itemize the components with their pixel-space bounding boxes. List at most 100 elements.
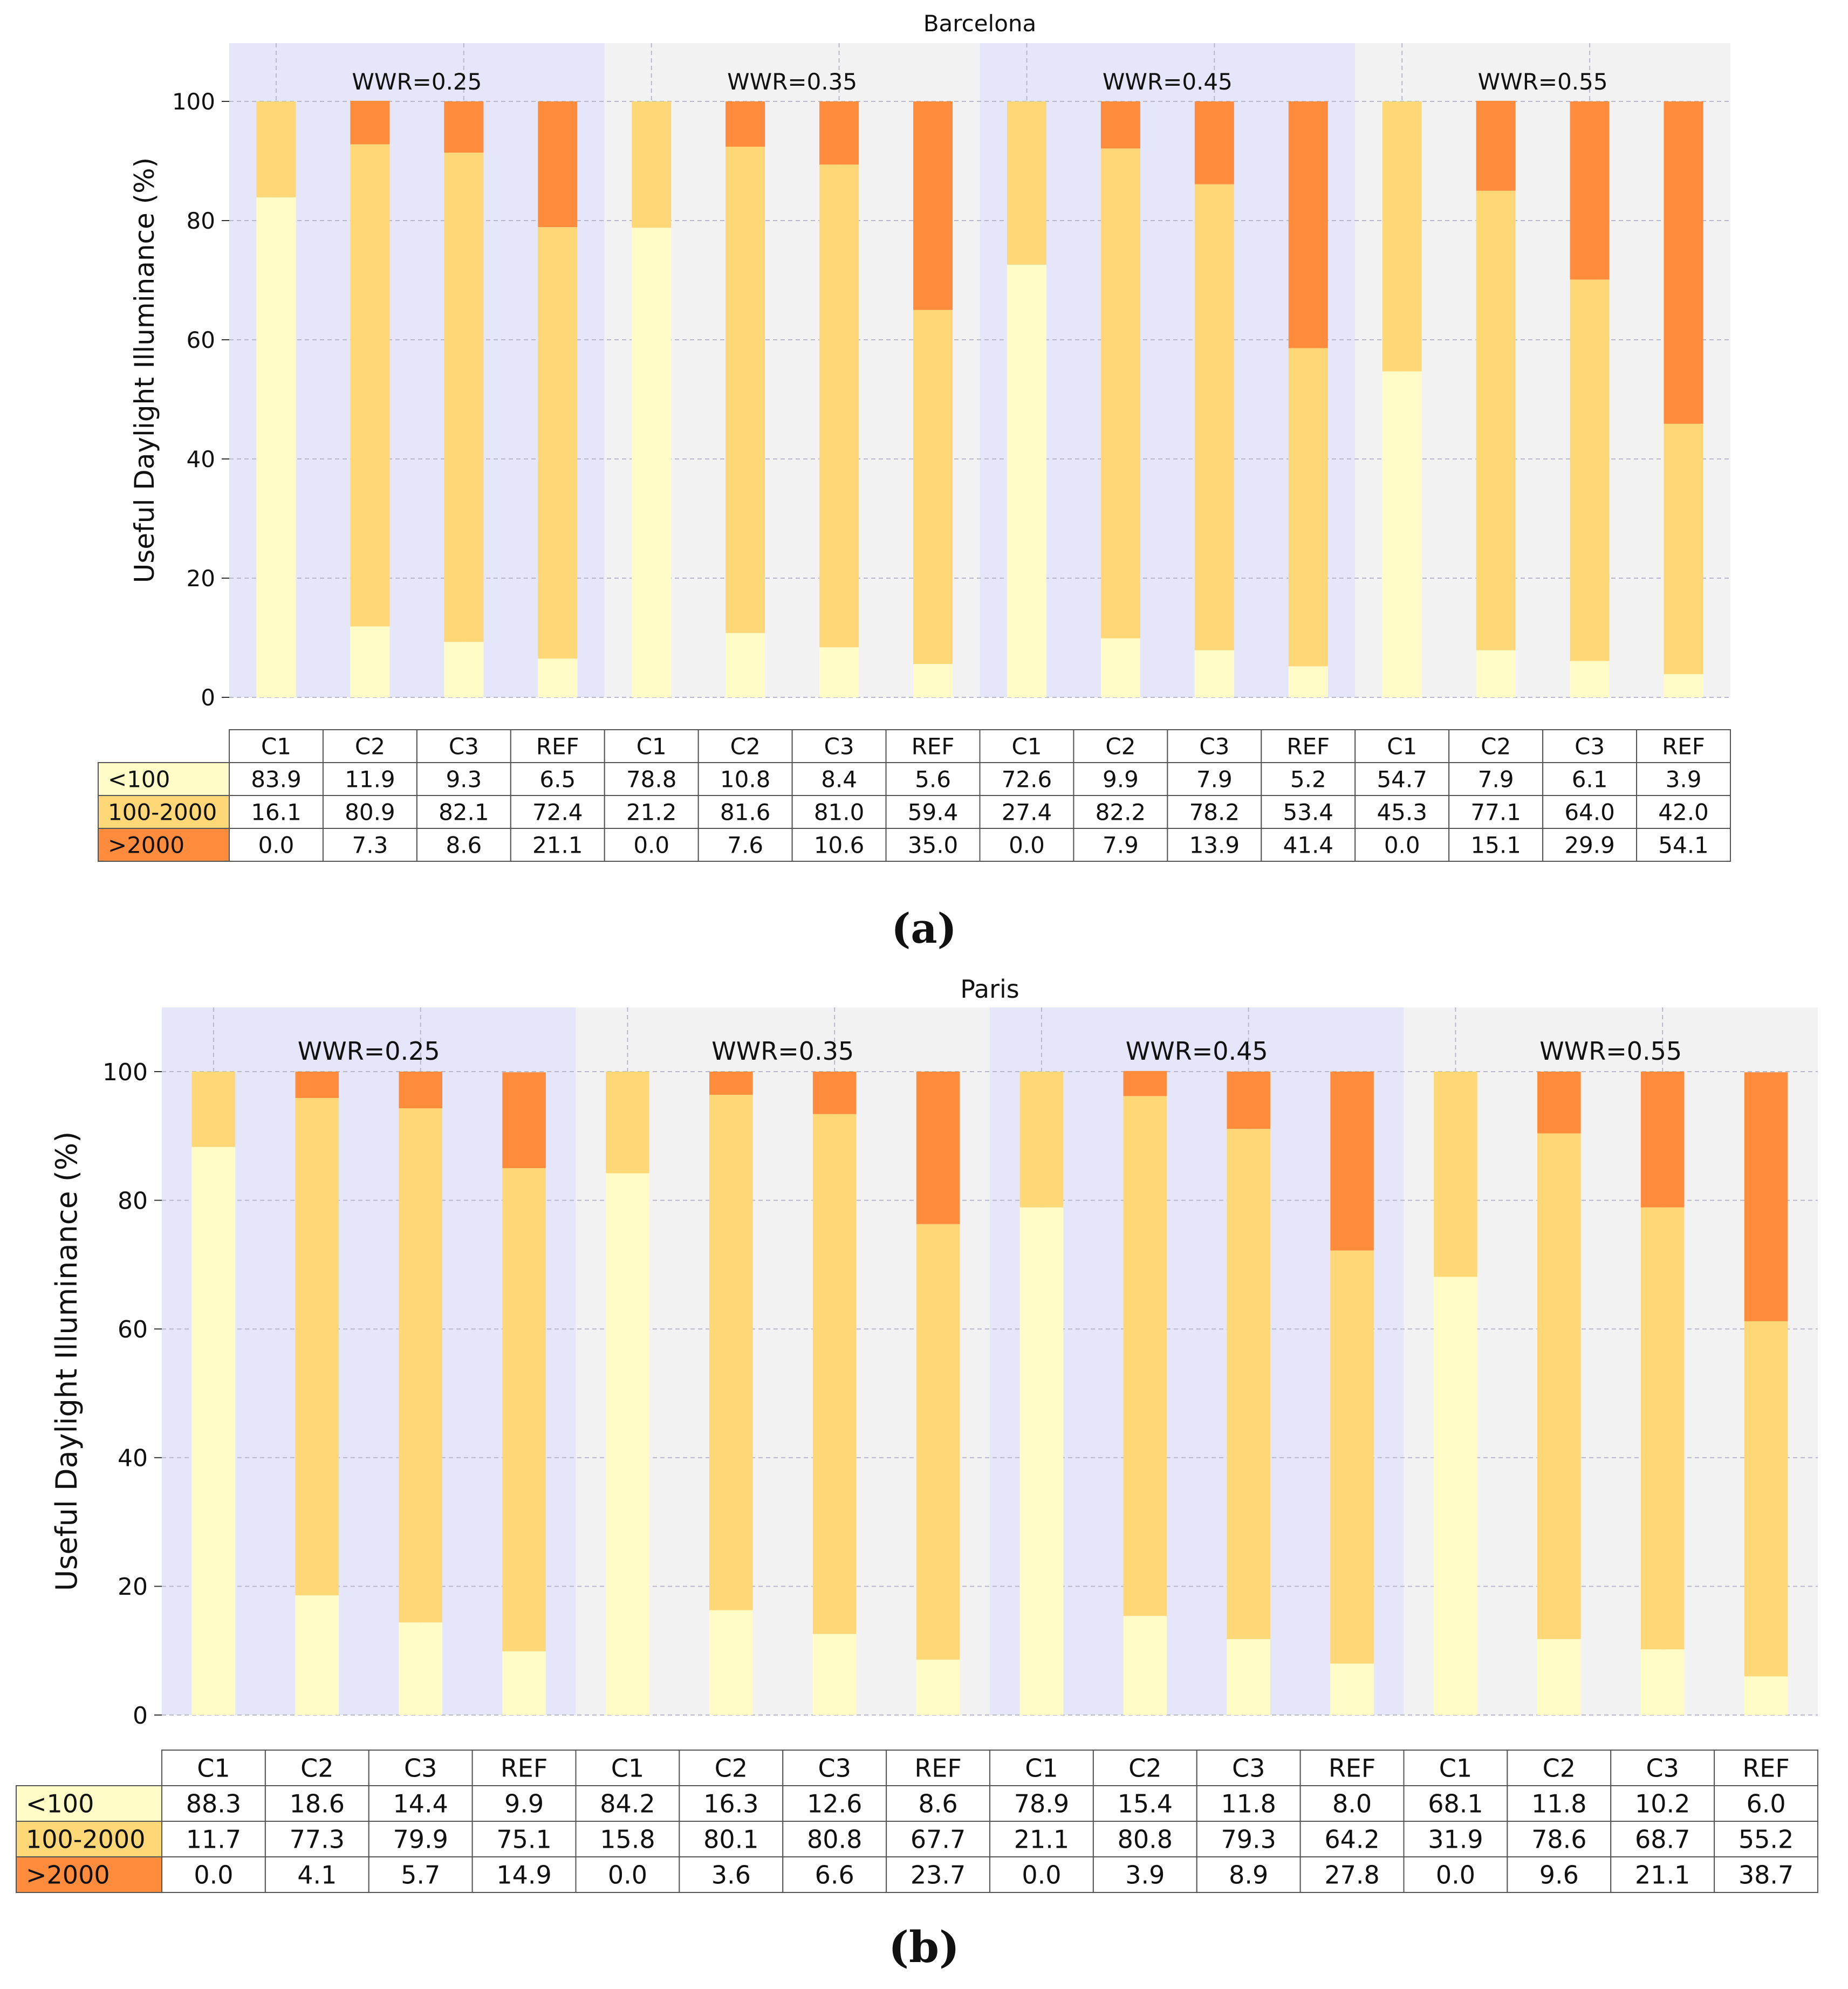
bar-segment	[913, 310, 953, 664]
table-col-header: C3	[1575, 733, 1605, 760]
bar-segment	[444, 153, 484, 642]
table-cell	[1354, 762, 1450, 796]
table-col-header: REF	[1286, 733, 1330, 760]
bar-segment	[812, 1114, 857, 1634]
data-label: 78.8	[626, 766, 677, 793]
data-label: 13.9	[1189, 832, 1240, 859]
table-cell	[791, 828, 887, 862]
table-cell	[979, 828, 1074, 862]
bar-segment	[502, 1072, 546, 1168]
table-cell	[575, 1856, 680, 1893]
table-legend-cell	[16, 1785, 162, 1822]
bar-segment	[1194, 184, 1234, 650]
bar-segment	[916, 1659, 960, 1715]
data-label: 82.2	[1096, 799, 1146, 826]
table-cell	[161, 1785, 266, 1822]
data-label: 59.4	[908, 799, 959, 826]
bar-segment	[256, 101, 296, 197]
bar-segment	[725, 101, 765, 147]
data-label: 8.6	[446, 832, 482, 859]
bar-segment	[606, 1072, 649, 1174]
data-label: 0.0	[258, 832, 295, 859]
table-cell	[979, 795, 1074, 829]
data-label: 0.0	[1022, 1861, 1061, 1890]
bar-segment	[1570, 661, 1610, 697]
table-row-label: 100-2000	[26, 1825, 145, 1854]
table-cell	[604, 762, 699, 796]
data-label: 3.6	[711, 1861, 751, 1890]
table-col-header: REF	[912, 733, 955, 760]
table-cell	[1403, 1821, 1508, 1857]
data-label: 6.0	[1746, 1789, 1785, 1819]
table-col-header: REF	[1742, 1754, 1790, 1783]
data-label: 83.9	[251, 766, 302, 793]
data-label: 31.9	[1428, 1825, 1483, 1854]
table-cell	[1636, 795, 1731, 829]
table-cell	[1542, 762, 1638, 796]
data-label: 45.3	[1377, 799, 1427, 826]
bar-segment	[1288, 666, 1328, 697]
table-col-header: C3	[1232, 1754, 1265, 1783]
bar-segment	[1227, 1639, 1270, 1715]
table-cell	[1196, 1785, 1301, 1822]
table-cell	[791, 762, 887, 796]
table-col-header: C2	[1128, 1754, 1161, 1783]
data-label: 54.7	[1377, 766, 1427, 793]
table-cell	[229, 762, 324, 796]
table-row-label: <100	[26, 1789, 94, 1819]
data-label: 12.6	[807, 1789, 862, 1819]
data-label: 7.9	[1196, 766, 1233, 793]
group-label: WWR=0.25	[298, 1037, 440, 1066]
data-label: 78.9	[1014, 1789, 1069, 1819]
table-cell	[1196, 1856, 1301, 1893]
table-cell	[1299, 1821, 1405, 1857]
data-label: 42.0	[1658, 799, 1709, 826]
bar-segment	[1382, 101, 1422, 372]
bar-segment	[1476, 650, 1516, 697]
data-label: 27.4	[1002, 799, 1052, 826]
y-tick-label: 80	[187, 208, 215, 234]
bar-segment	[819, 647, 859, 697]
table-col-header: C3	[1646, 1754, 1679, 1783]
table-cell	[575, 1750, 680, 1786]
data-label: 11.7	[186, 1825, 241, 1854]
bar-segment	[725, 146, 765, 633]
bar-segment	[606, 1173, 649, 1715]
table-col-header: C1	[1439, 1754, 1472, 1783]
table-cell	[1354, 729, 1450, 763]
bar-segment	[399, 1622, 442, 1715]
bar-segment	[1194, 101, 1234, 184]
bar-segment	[538, 227, 578, 659]
table-cell	[161, 1821, 266, 1857]
data-label: 79.3	[1221, 1825, 1276, 1854]
bar-segment	[913, 664, 953, 697]
table-cell	[1403, 1856, 1508, 1893]
bar-segment	[1744, 1072, 1788, 1321]
table-cell	[1714, 1785, 1818, 1822]
bar-segment	[1476, 190, 1516, 650]
data-label: 15.1	[1470, 832, 1521, 859]
table-cell	[1714, 1821, 1818, 1857]
bar-segment	[399, 1108, 442, 1623]
data-label: 81.0	[814, 799, 865, 826]
data-label: 53.4	[1283, 799, 1334, 826]
table-cell	[229, 729, 324, 763]
bar-segment	[1640, 1649, 1685, 1715]
group-label: WWR=0.35	[727, 68, 857, 95]
table-col-header: REF	[914, 1754, 962, 1783]
bar-segment	[191, 1072, 236, 1147]
table-cell	[264, 1856, 369, 1893]
table-cell	[885, 828, 981, 862]
bar-segment	[1434, 1072, 1477, 1277]
bar-segment	[444, 101, 484, 153]
table-cell	[1354, 795, 1450, 829]
chart-title: Barcelona	[923, 10, 1037, 37]
table-cell	[1073, 762, 1168, 796]
bar-segment	[1123, 1616, 1167, 1715]
table-cell	[782, 1750, 887, 1786]
data-label: 6.1	[1572, 766, 1608, 793]
table-row-label: <100	[108, 766, 170, 793]
data-label: 64.0	[1564, 799, 1615, 826]
bar-segment	[1019, 1207, 1064, 1715]
table-col-header: C1	[611, 1754, 644, 1783]
